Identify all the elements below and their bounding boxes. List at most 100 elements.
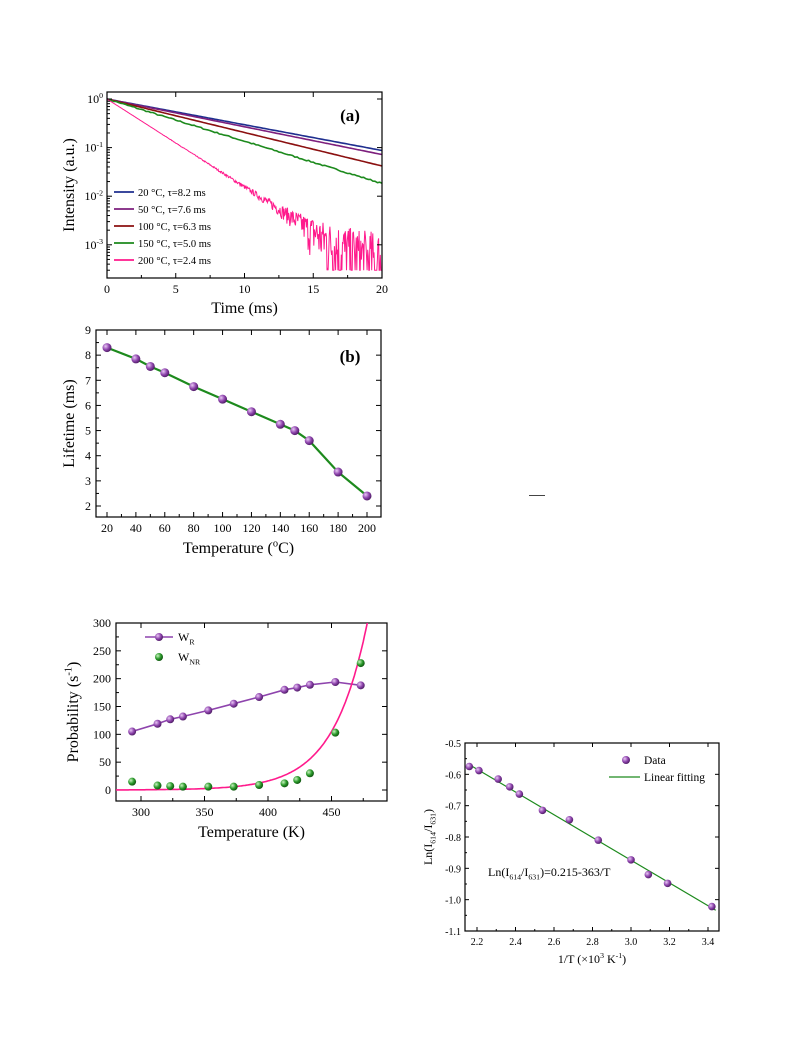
ln-ratio-chart: 2.2 2.4 2.6 2.8 3.0 3.2 3.4 -0.5 -0.6 -0.7 -0.8 -0.… xyxy=(421,739,720,966)
x-axis-label: Temperature (K) xyxy=(198,824,305,841)
y-tick-label: 150 xyxy=(93,700,111,714)
data-point xyxy=(494,775,502,783)
wnr-point xyxy=(305,769,314,778)
wr-point xyxy=(305,680,314,689)
data-point xyxy=(505,783,514,791)
x-tick-label: 20 xyxy=(376,282,388,296)
wnr-fit-curve xyxy=(116,623,369,791)
wnr-point xyxy=(229,782,238,791)
wnr-point xyxy=(128,777,137,786)
panel-label: (a) xyxy=(340,106,360,125)
wnr-point xyxy=(331,728,340,737)
lifetime-point xyxy=(131,354,141,364)
wr-point xyxy=(255,693,264,702)
x-tick-label: 20 xyxy=(101,521,113,535)
lifetime-point xyxy=(333,467,343,477)
y-tick-label: -0.6 xyxy=(445,770,461,781)
x-tick-label: 100 xyxy=(214,521,232,535)
data-point xyxy=(627,856,635,864)
y-axis-label: Lifetime (ms) xyxy=(61,379,78,467)
lifetime-point xyxy=(145,361,155,371)
lifetime-point xyxy=(246,407,256,417)
wnr-point xyxy=(204,782,213,791)
y-tick-label: 5 xyxy=(85,424,91,438)
wr-point xyxy=(166,715,175,724)
x-tick-label: 3.0 xyxy=(625,937,638,948)
legend-label-fit: Linear fitting xyxy=(644,772,705,784)
x-tick-label: 15 xyxy=(307,282,319,296)
y-tick-label: -0.8 xyxy=(445,833,461,844)
x-tick-label: 0 xyxy=(104,282,110,296)
legend-label: 150 °C, τ=5.0 ms xyxy=(138,239,211,250)
wr-point xyxy=(204,706,213,715)
y-tick-label: -0.9 xyxy=(445,864,461,875)
wnr-point xyxy=(166,782,175,791)
legend-label-wr: WR xyxy=(178,630,195,647)
decay-line-2 xyxy=(107,98,382,167)
lifetime-line xyxy=(106,346,368,497)
data-point xyxy=(538,806,547,815)
wr-point xyxy=(178,712,187,721)
y-tick-label: 6 xyxy=(85,398,91,412)
y-tick-label: 9 xyxy=(85,323,91,337)
fit-line xyxy=(467,762,717,911)
y-axis-label: Intensity (a.u.) xyxy=(61,138,78,232)
x-tick-label: 400 xyxy=(259,805,277,819)
y-tick-label: -0.5 xyxy=(445,739,461,750)
x-tick-label: 3.4 xyxy=(702,937,715,948)
x-axis-label: 1/T (×103 K-1) xyxy=(558,951,626,966)
x-tick-label: 180 xyxy=(329,521,347,535)
lifetime-point xyxy=(304,436,314,446)
y-axis-label: Probability (s-1) xyxy=(64,662,82,763)
y-tick-label: 3 xyxy=(85,474,91,488)
lifetime-point xyxy=(160,368,170,378)
wr-point xyxy=(293,683,302,692)
legend-label: 20 °C, τ=8.2 ms xyxy=(138,188,206,199)
x-tick-label: 450 xyxy=(323,805,341,819)
wr-point xyxy=(153,719,162,728)
legend-label: 100 °C, τ=6.3 ms xyxy=(138,222,211,233)
wr-point xyxy=(128,727,137,736)
data-point xyxy=(475,766,483,775)
wnr-point xyxy=(280,779,289,788)
wnr-point xyxy=(153,781,162,790)
y-tick-label: 10-3 xyxy=(85,237,104,252)
lifetime-point xyxy=(290,426,300,436)
probability-chart: 300 350 400 450 0 50 100 150 200 250 300 WR WNR Tempe… xyxy=(64,616,388,841)
legend-label: 50 °C, τ=7.6 ms xyxy=(138,205,206,216)
y-tick-label: 8 xyxy=(85,348,91,362)
lifetime-point xyxy=(275,419,285,429)
x-tick-label: 300 xyxy=(132,805,150,819)
decay-line-4 xyxy=(107,98,382,271)
y-tick-label: 4 xyxy=(85,449,91,463)
wnr-point xyxy=(356,659,365,668)
x-tick-label: 200 xyxy=(358,521,376,535)
x-axis-label: Temperature (oC) xyxy=(183,539,294,557)
y-tick-label: 200 xyxy=(93,672,111,686)
x-tick-label: 2.6 xyxy=(548,937,561,948)
y-tick-label: 250 xyxy=(93,644,111,658)
y-tick-label: 50 xyxy=(99,755,111,769)
x-tick-label: 60 xyxy=(159,521,171,535)
wr-point xyxy=(356,681,365,690)
y-tick-label: -1.0 xyxy=(445,896,461,907)
legend-marker-data xyxy=(622,756,630,764)
y-tick-label: 0 xyxy=(105,783,111,797)
wr-point xyxy=(229,699,238,708)
data-point xyxy=(708,902,716,911)
legend-label: 200 °C, τ=2.4 ms xyxy=(138,256,211,267)
y-tick-label: 100 xyxy=(87,91,103,106)
x-tick-label: 3.2 xyxy=(663,937,676,948)
lifetime-point xyxy=(189,382,199,392)
lifetime-chart: 20 40 60 80 100 120 140 160 180 200 2 3 4 5 6 7 8 9 Temper… xyxy=(61,323,382,557)
equation-annotation: Ln(I614/I631)=0.215-363/T xyxy=(488,865,611,882)
wnr-point xyxy=(255,780,264,789)
decay-chart: 0 5 10 15 20 100 10-1 10-2 10-3 Time (ms) Intensit… xyxy=(61,91,388,317)
x-tick-label: 2.2 xyxy=(471,937,484,948)
wnr-point xyxy=(293,775,302,784)
data-point xyxy=(663,879,672,888)
lifetime-point xyxy=(102,343,112,353)
wr-point xyxy=(280,685,289,694)
legend-marker-wnr xyxy=(155,653,163,661)
x-tick-label: 5 xyxy=(173,282,179,296)
